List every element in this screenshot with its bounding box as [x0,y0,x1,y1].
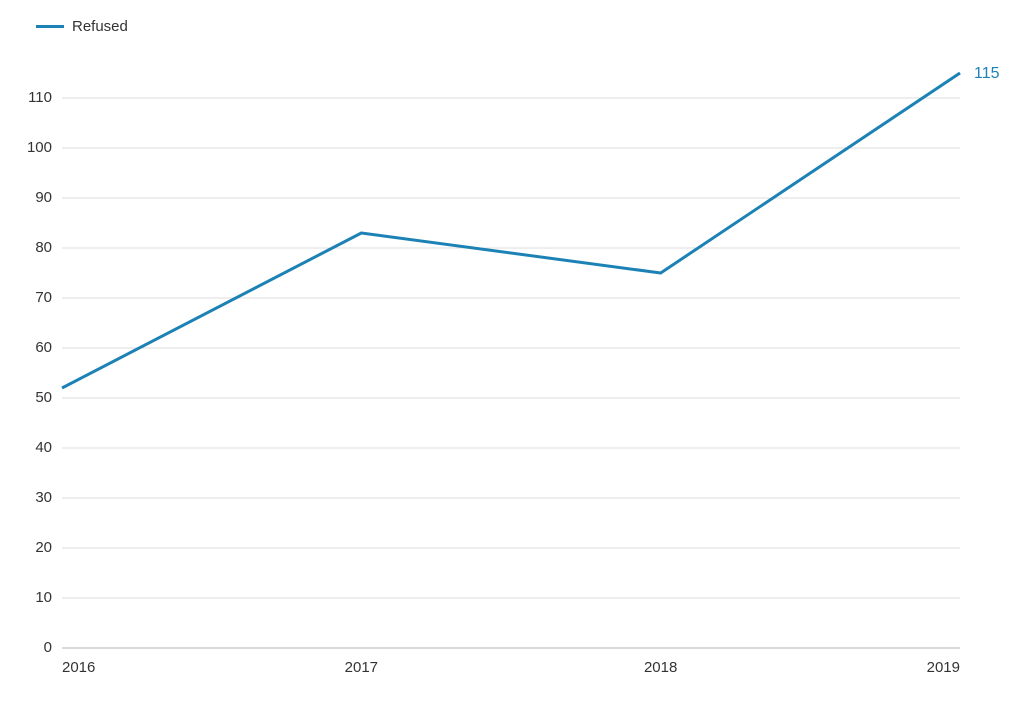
y-tick-label: 110 [28,89,52,106]
y-tick-label: 20 [35,539,52,556]
y-tick-label: 40 [35,439,52,456]
x-tick-label: 2019 [927,659,960,676]
y-tick-label: 10 [35,589,52,606]
line-chart: Refused 01020304050607080901001102016201… [0,0,1024,704]
y-tick-label: 50 [35,389,52,406]
x-tick-label: 2016 [62,659,95,676]
y-tick-label: 70 [35,289,52,306]
y-tick-label: 80 [35,239,52,256]
x-tick-label: 2017 [345,659,378,676]
y-tick-label: 100 [27,139,52,156]
series-line-refused [62,73,960,388]
y-tick-label: 0 [44,639,52,656]
y-tick-label: 60 [35,339,52,356]
x-tick-label: 2018 [644,659,677,676]
y-tick-label: 30 [35,489,52,506]
y-tick-label: 90 [35,189,52,206]
series-end-label-refused: 115 [974,65,1000,82]
plot-svg: 0 10 20 30 40 50 60 70 80 90 100 110 2016 2017 2018 201… [0,0,1024,704]
